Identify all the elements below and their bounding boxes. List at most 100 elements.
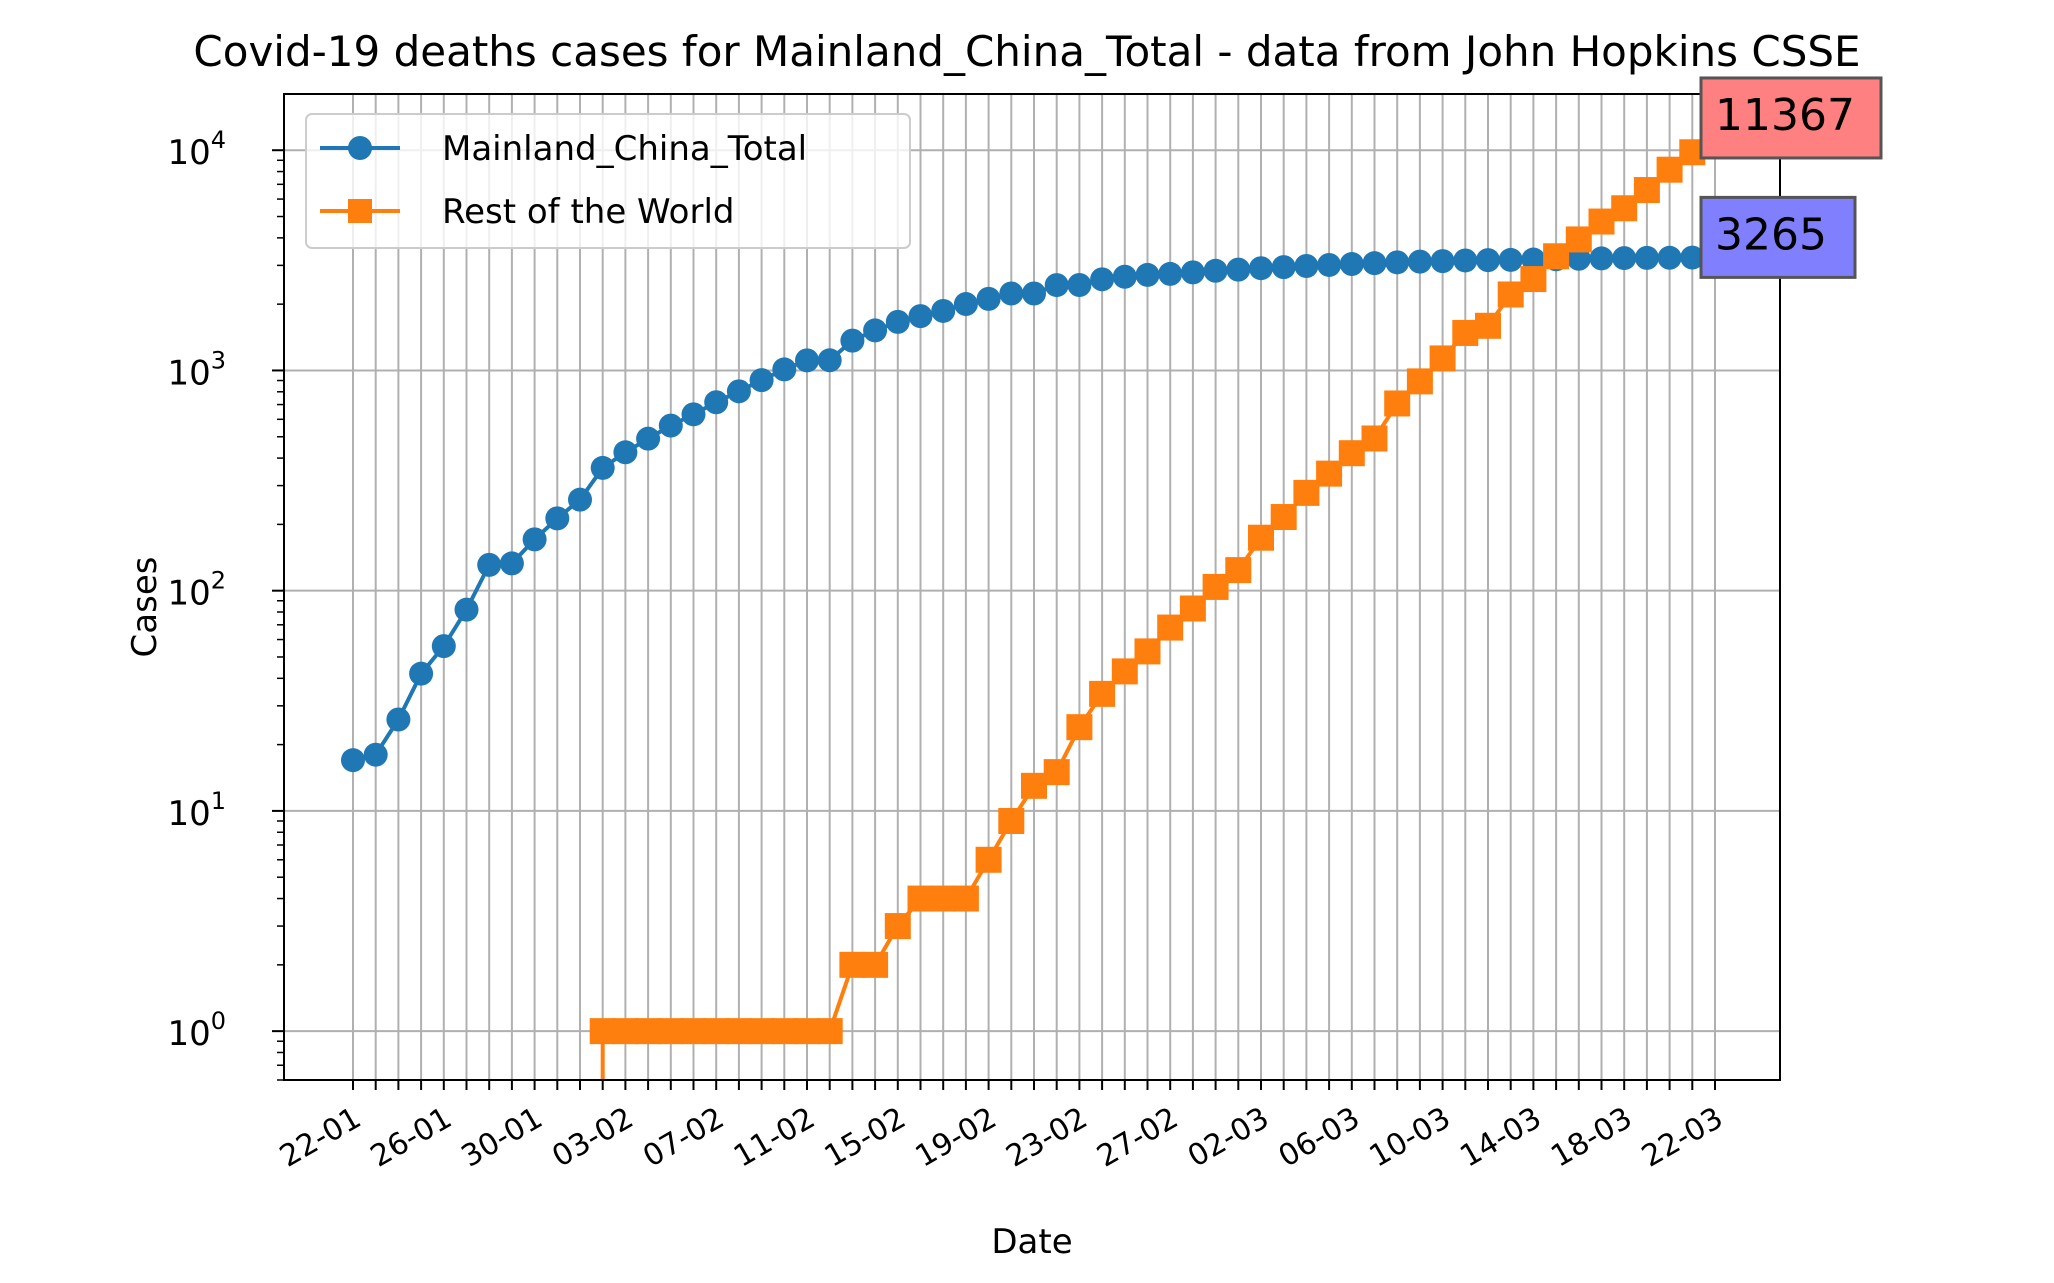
data-point <box>749 368 774 393</box>
data-point <box>1271 255 1296 280</box>
x-axis-label: Date <box>991 1222 1072 1262</box>
y-tick-label: 104 <box>167 126 226 173</box>
data-point <box>1202 573 1229 600</box>
data-point <box>590 455 615 480</box>
data-point <box>1022 281 1046 306</box>
data-point <box>1249 256 1273 281</box>
data-point <box>1180 260 1205 285</box>
data-point <box>522 527 547 552</box>
data-point <box>907 885 934 912</box>
data-point <box>613 440 638 465</box>
data-point <box>703 1018 730 1045</box>
annotation-box <box>1699 195 1857 279</box>
annotation-label: 3265 <box>1715 209 1827 260</box>
y-tick-label: 103 <box>167 346 226 393</box>
legend-label-world: Rest of the World <box>442 192 735 232</box>
data-point <box>1179 595 1206 622</box>
data-point <box>1339 252 1364 277</box>
data-point <box>771 1018 798 1045</box>
data-point <box>1338 440 1365 467</box>
data-point <box>1588 208 1615 235</box>
data-point <box>1043 759 1070 786</box>
data-point <box>931 298 956 323</box>
data-point <box>863 318 888 343</box>
data-point <box>1407 249 1432 274</box>
data-point <box>817 348 842 373</box>
data-point <box>772 357 797 382</box>
data-point <box>1089 680 1116 707</box>
y-tick-label: 102 <box>167 567 226 614</box>
data-point <box>1633 177 1660 204</box>
annotations: 11367 3265 <box>1699 76 1883 279</box>
data-point <box>1680 245 1705 270</box>
data-point <box>680 1018 707 1045</box>
data-point <box>794 1018 820 1045</box>
data-point <box>1111 658 1138 685</box>
data-point <box>930 885 957 912</box>
data-point <box>1475 312 1501 339</box>
data-point <box>976 286 1001 311</box>
data-point <box>1361 425 1388 452</box>
data-point <box>1316 460 1343 487</box>
data-point <box>1362 251 1387 276</box>
data-point <box>1452 319 1479 346</box>
data-point <box>1497 281 1524 308</box>
data-point <box>1521 247 1546 272</box>
data-point <box>725 1018 752 1045</box>
annotation-label: 11367 <box>1715 90 1855 141</box>
data-point <box>795 348 819 373</box>
data-point <box>1226 257 1251 282</box>
data-point <box>409 661 434 686</box>
chart-title: Covid-19 deaths cases for Mainland_China… <box>193 27 1860 76</box>
data-point <box>748 1018 775 1045</box>
legend-label-china: Mainland_China_Total <box>442 129 807 169</box>
data-point <box>658 413 683 438</box>
data-point <box>1566 246 1591 271</box>
data-point <box>816 1018 843 1045</box>
data-point <box>1225 557 1252 584</box>
legend-box <box>305 113 911 249</box>
data-point <box>1090 267 1115 292</box>
data-point <box>1453 248 1478 273</box>
data-point <box>726 379 751 404</box>
y-tick-label: 100 <box>167 1007 226 1054</box>
data-point <box>589 1018 616 1045</box>
data-point <box>1385 250 1410 275</box>
data-point <box>386 707 411 732</box>
data-point <box>1066 714 1093 741</box>
data-point <box>999 281 1024 306</box>
data-point <box>1317 252 1342 277</box>
data-point <box>1430 249 1455 274</box>
legend-marker-china <box>348 136 372 160</box>
legend-marker-world <box>348 199 372 223</box>
data-point <box>1248 524 1274 551</box>
data-point <box>1294 253 1319 278</box>
series-layer <box>341 124 1728 1080</box>
data-point <box>1134 638 1161 665</box>
data-point <box>998 807 1025 834</box>
series-1 <box>589 124 1728 1080</box>
data-point <box>1270 504 1297 531</box>
data-point <box>1067 273 1092 298</box>
data-point <box>1112 264 1137 289</box>
data-point <box>908 304 933 329</box>
data-point <box>681 402 706 427</box>
data-point <box>1543 243 1570 270</box>
data-point <box>1589 246 1614 271</box>
data-point <box>975 846 1002 873</box>
data-point <box>363 742 388 767</box>
data-point <box>657 1018 684 1045</box>
data-point <box>1158 261 1183 286</box>
data-point <box>1044 273 1069 298</box>
data-point <box>839 951 866 978</box>
data-point <box>884 913 911 940</box>
annotation-box <box>1699 76 1883 160</box>
data-point <box>1498 247 1523 272</box>
data-point <box>1520 266 1547 293</box>
data-point <box>1157 614 1184 641</box>
plot-frame <box>283 93 1781 1081</box>
legend: Mainland_China_Total Rest of the World <box>305 113 911 249</box>
data-point <box>1293 479 1320 506</box>
data-point <box>1634 245 1659 270</box>
